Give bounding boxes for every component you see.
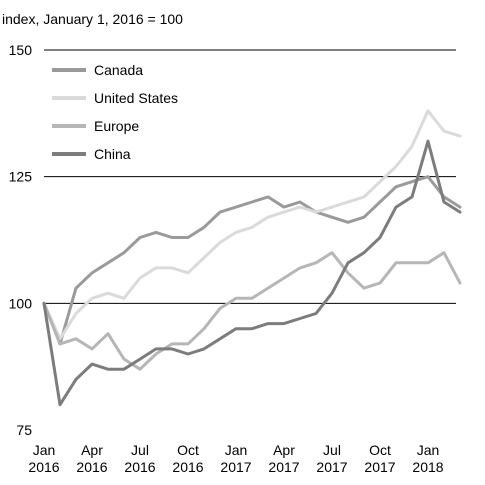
x-tick-month: Jan bbox=[33, 442, 56, 458]
x-tick-month: Apr bbox=[273, 442, 295, 458]
x-tick-year: 2016 bbox=[28, 459, 59, 475]
x-tick-year: 2016 bbox=[76, 459, 107, 475]
x-tick-year: 2017 bbox=[364, 459, 395, 475]
legend: Canada United States Europe China bbox=[52, 62, 178, 162]
x-tick-year: 2016 bbox=[172, 459, 203, 475]
x-tick-year: 2016 bbox=[124, 459, 155, 475]
series-line-canada bbox=[42, 175, 462, 346]
x-tick-year: 2017 bbox=[316, 459, 347, 475]
x-tick-month: Jul bbox=[131, 442, 149, 458]
series-line-china bbox=[42, 139, 462, 407]
x-tick-month: Oct bbox=[369, 442, 391, 458]
legend-label-europe: Europe bbox=[94, 118, 139, 134]
y-tick-label: 150 bbox=[9, 42, 33, 58]
x-tick-year: 2017 bbox=[220, 459, 251, 475]
series-line-united-states bbox=[42, 109, 462, 341]
y-tick-label: 100 bbox=[9, 295, 33, 311]
x-tick-year: 2017 bbox=[268, 459, 299, 475]
x-tick-year: 2018 bbox=[412, 459, 443, 475]
x-tick-month: Jul bbox=[323, 442, 341, 458]
series-line-europe bbox=[42, 251, 462, 371]
x-tick-month: Jan bbox=[417, 442, 440, 458]
legend-label-china: China bbox=[94, 146, 131, 162]
y-tick-label: 125 bbox=[9, 169, 33, 185]
legend-label-united-states: United States bbox=[94, 90, 178, 106]
x-tick-month: Oct bbox=[177, 442, 199, 458]
series-lines bbox=[42, 109, 462, 407]
y-tick-label: 75 bbox=[16, 422, 32, 438]
legend-label-canada: Canada bbox=[94, 62, 143, 78]
y-axis-ticks: 150 125 100 75 bbox=[9, 42, 33, 438]
x-axis-ticks: Jan2016Apr2016Jul2016Oct2016Jan2017Apr20… bbox=[28, 442, 443, 475]
x-tick-month: Jan bbox=[225, 442, 248, 458]
x-tick-month: Apr bbox=[81, 442, 103, 458]
y-axis-unit-label: index, January 1, 2016 = 100 bbox=[2, 11, 183, 27]
